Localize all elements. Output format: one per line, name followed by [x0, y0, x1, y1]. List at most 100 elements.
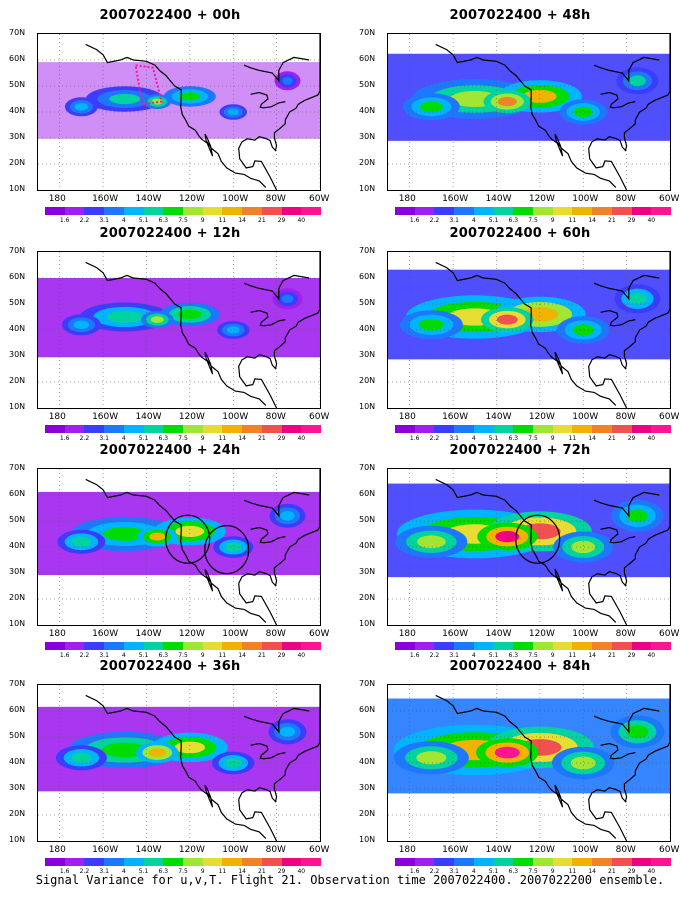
latitude-tick-label: 10N — [359, 402, 376, 411]
latitude-tick-label: 40N — [359, 541, 376, 550]
colorbar-label: 11 — [568, 217, 577, 224]
longitude-tick-label: 80W — [615, 845, 636, 855]
colorbar-swatch — [473, 207, 494, 215]
colorbar — [395, 642, 672, 650]
colorbar-swatch — [45, 207, 65, 215]
colorbar — [45, 207, 322, 215]
variance-contour — [279, 726, 296, 737]
longitude-tick-label: 100W — [572, 629, 599, 639]
map-panel: 2007022400 + 48h 70N 60N 50N 40N 30N 20N 10N 180… — [355, 8, 685, 224]
variance-contour — [494, 746, 520, 759]
colorbar-label: 11 — [568, 868, 577, 875]
variance-contour — [280, 511, 295, 521]
colorbar-label: 40 — [297, 652, 306, 659]
coastline — [238, 469, 320, 625]
latitude-tick-label: 70N — [359, 463, 376, 472]
latitude-tick-label: 50N — [359, 515, 376, 524]
latitude-tick-label: 40N — [9, 541, 26, 550]
colorbar-swatch — [454, 642, 474, 650]
longitude-tick-label: 180 — [398, 412, 416, 422]
colorbar-labels: 1.6 2.2 3.1 4 5.1 6.3 7.5 9 11 14 21 29 40 — [45, 868, 321, 878]
latitude-tick-label: 20N — [9, 809, 26, 818]
latitude-tick-label: 70N — [359, 246, 376, 255]
latitude-tick-label: 20N — [9, 376, 26, 385]
latitude-tick-label: 70N — [359, 28, 376, 37]
colorbar-swatch — [123, 642, 144, 650]
variance-contour — [418, 319, 444, 331]
colorbar-swatch — [434, 207, 455, 215]
colorbar-swatch — [572, 207, 593, 215]
colorbar-label: 1.6 — [59, 652, 70, 659]
colorbar-label: 21 — [258, 652, 266, 659]
longitude-tick-label: 80W — [265, 194, 286, 204]
colorbar-swatch — [651, 425, 672, 433]
colorbar-label: 6.3 — [158, 217, 169, 224]
colorbar-label: 7.5 — [528, 217, 538, 224]
colorbar-swatch — [123, 207, 144, 215]
colorbar-swatch — [592, 642, 612, 650]
colorbar-swatch — [493, 425, 514, 433]
colorbar-label: 29 — [627, 652, 636, 659]
colorbar-swatch — [84, 425, 105, 433]
longitude-tick-label: 60W — [309, 845, 330, 855]
longitude-tick-label: 120W — [178, 629, 205, 639]
longitude-tick-label: 120W — [178, 412, 205, 422]
longitude-tick-label: 60W — [659, 629, 680, 639]
colorbar-swatch — [651, 858, 672, 866]
latitude-tick-label: 60N — [359, 489, 376, 498]
colorbar-label: 29 — [627, 435, 636, 442]
colorbar-label: 2.2 — [429, 652, 440, 659]
colorbar — [395, 207, 672, 215]
colorbar-label: 11 — [218, 652, 227, 659]
colorbar-label: 21 — [608, 217, 616, 224]
latitude-tick-label: 40N — [9, 757, 26, 766]
colorbar-label: 5.1 — [488, 652, 499, 659]
latitude-tick-label: 50N — [359, 80, 376, 89]
coastline — [593, 707, 660, 734]
colorbar-label: 5.1 — [488, 435, 499, 442]
panel-title: 2007022400 + 72h — [449, 443, 591, 458]
variance-contour — [571, 540, 596, 554]
colorbar-label: 1.6 — [409, 217, 420, 224]
colorbar-swatch — [45, 858, 65, 866]
colorbar-label: 29 — [277, 435, 286, 442]
coastline — [600, 526, 636, 544]
latitude-tick-label: 60N — [359, 705, 376, 714]
longitude-tick-label: 160W — [92, 412, 119, 422]
latitude-tick-label: 70N — [9, 679, 26, 688]
colorbar-swatch — [395, 207, 415, 215]
colorbar-label: 40 — [297, 868, 306, 875]
coastline — [435, 43, 617, 188]
colorbar-label: 2.2 — [79, 435, 90, 442]
colorbar-label: 40 — [647, 652, 656, 659]
variance-contour — [497, 97, 517, 107]
variance-contour — [281, 294, 294, 303]
longitude-tick-label: 80W — [265, 845, 286, 855]
colorbar-label: 1.6 — [409, 868, 420, 875]
longitude-tick-label: 80W — [615, 194, 636, 204]
colorbar-swatch — [631, 207, 652, 215]
colorbar-label: 9 — [550, 868, 555, 875]
variance-map — [387, 468, 671, 626]
colorbar-swatch — [104, 425, 124, 433]
colorbar-label: 7.5 — [178, 435, 188, 442]
map-panel: 2007022400 + 24h 70N 60N 50N 40N 30N 20N 10N 180… — [5, 443, 335, 659]
longitude-tick-label: 100W — [222, 412, 249, 422]
colorbar-label: 9 — [550, 435, 555, 442]
longitude-tick-label: 100W — [572, 412, 599, 422]
variance-contour — [626, 725, 649, 739]
colorbar-swatch — [281, 425, 302, 433]
latitude-tick-label: 30N — [359, 783, 376, 792]
longitude-tick-label: 60W — [659, 845, 680, 855]
colorbar-label: 21 — [608, 652, 616, 659]
colorbar-swatch — [222, 207, 243, 215]
longitude-tick-label: 120W — [528, 194, 555, 204]
colorbar-swatch — [183, 858, 203, 866]
colorbar-label: 3.1 — [99, 435, 109, 442]
variance-contour — [572, 324, 594, 336]
colorbar-labels: 1.6 2.2 3.1 4 5.1 6.3 7.5 9 11 14 21 29 40 — [45, 652, 321, 662]
variance-contour — [109, 93, 141, 105]
colorbar — [45, 425, 322, 433]
colorbar-label: 40 — [647, 217, 656, 224]
colorbar-swatch — [45, 425, 65, 433]
